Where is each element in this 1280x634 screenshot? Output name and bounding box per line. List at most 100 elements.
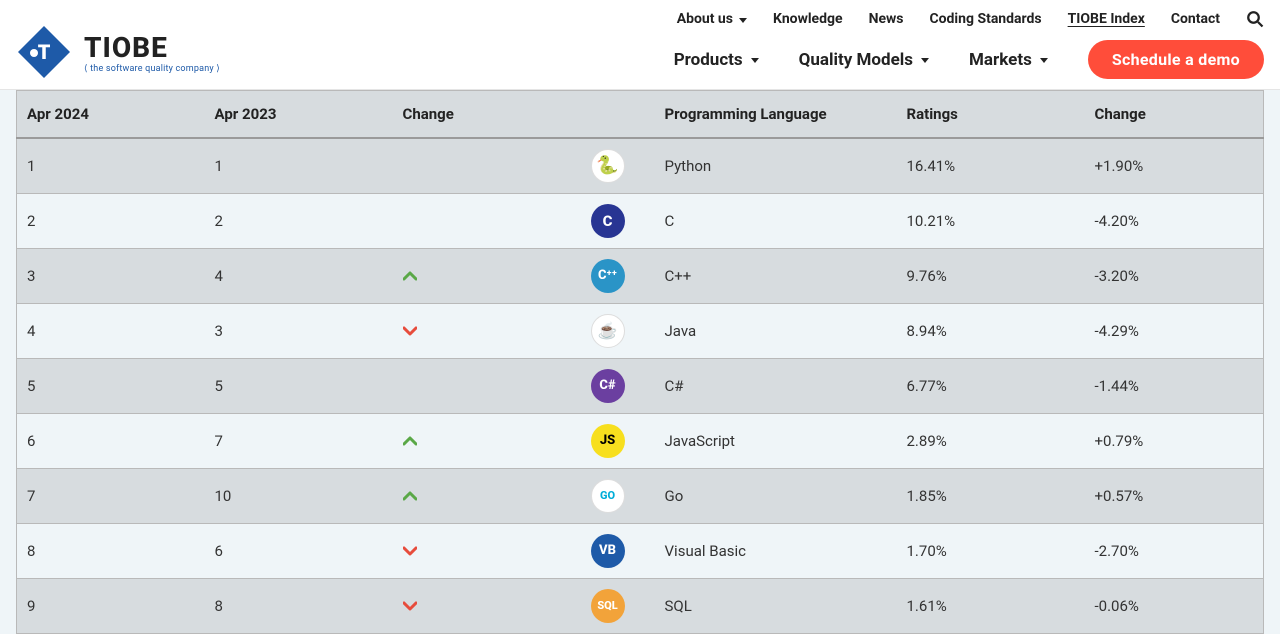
cell-lang-icon: C⁺⁺ [581, 248, 655, 303]
nav-top-link[interactable]: About us [677, 11, 747, 27]
table-row[interactable]: 710GOGo1.85%+0.57% [17, 468, 1264, 523]
brand-tagline: ⟨ the software quality company ⟩ [84, 64, 220, 74]
chevron-down-icon [1040, 58, 1048, 63]
th-change-direction[interactable]: Change [393, 91, 581, 139]
cell-change-direction [393, 468, 581, 523]
svg-text:T: T [38, 40, 51, 64]
table-header-row: Apr 2024 Apr 2023 Change Programming Lan… [17, 91, 1264, 139]
th-apr2023[interactable]: Apr 2023 [205, 91, 393, 139]
cell-change-direction [393, 138, 581, 193]
cell-language-name: Go [655, 468, 897, 523]
nav-link-label: Knowledge [773, 11, 843, 27]
language-logo-icon: ☕ [591, 314, 625, 348]
cell-lang-icon: SQL [581, 578, 655, 633]
cell-apr2024: 9 [17, 578, 205, 633]
language-logo-icon: C [591, 204, 625, 238]
arrow-up-icon [403, 269, 417, 285]
nav-link-label: Coding Standards [929, 11, 1041, 27]
language-logo-icon: C# [591, 369, 625, 403]
cell-ratings: 1.61% [897, 578, 1085, 633]
th-change[interactable]: Change [1085, 91, 1264, 139]
schedule-demo-button[interactable]: Schedule a demo [1088, 40, 1264, 79]
nav-bottom-link[interactable]: Products [674, 50, 759, 70]
cell-language-name: C++ [655, 248, 897, 303]
cell-apr2024: 3 [17, 248, 205, 303]
cell-change-direction [393, 523, 581, 578]
cell-apr2023: 2 [205, 193, 393, 248]
cell-change-pct: -4.29% [1085, 303, 1264, 358]
language-logo-icon: C⁺⁺ [591, 259, 625, 293]
cell-ratings: 1.70% [897, 523, 1085, 578]
arrow-up-icon [403, 434, 417, 450]
cell-change-pct: +0.57% [1085, 468, 1264, 523]
arrow-down-icon [403, 599, 417, 615]
nav-bottom-link[interactable]: Markets [969, 50, 1048, 70]
language-logo-icon: JS [591, 424, 625, 458]
logo-text: TIOBE ⟨ the software quality company ⟩ [84, 31, 220, 74]
cell-lang-icon: VB [581, 523, 655, 578]
cell-apr2024: 2 [17, 193, 205, 248]
cell-apr2023: 1 [205, 138, 393, 193]
cell-language-name: C# [655, 358, 897, 413]
th-ratings[interactable]: Ratings [897, 91, 1085, 139]
cell-apr2023: 4 [205, 248, 393, 303]
tiobe-index-table: Apr 2024 Apr 2023 Change Programming Lan… [16, 90, 1264, 634]
cell-apr2024: 8 [17, 523, 205, 578]
cell-ratings: 10.21% [897, 193, 1085, 248]
language-logo-icon: GO [591, 479, 625, 513]
nav-top-link[interactable]: TIOBE Index [1068, 11, 1145, 27]
cell-apr2024: 7 [17, 468, 205, 523]
table-row[interactable]: 98SQLSQL1.61%-0.06% [17, 578, 1264, 633]
cell-change-direction [393, 358, 581, 413]
th-apr2024[interactable]: Apr 2024 [17, 91, 205, 139]
table-row[interactable]: 11🐍Python16.41%+1.90% [17, 138, 1264, 193]
table-row[interactable]: 55C#C#6.77%-1.44% [17, 358, 1264, 413]
cell-change-direction [393, 193, 581, 248]
nav-link-label: Markets [969, 50, 1032, 70]
nav-top-link[interactable]: Knowledge [773, 11, 843, 27]
nav-link-label: Contact [1171, 11, 1220, 27]
cell-apr2024: 1 [17, 138, 205, 193]
nav-top-link[interactable]: News [869, 11, 904, 27]
language-logo-icon: VB [591, 534, 625, 568]
cell-lang-icon: JS [581, 413, 655, 468]
cell-language-name: Python [655, 138, 897, 193]
cell-lang-icon: ☕ [581, 303, 655, 358]
cell-apr2024: 6 [17, 413, 205, 468]
cell-change-pct: -2.70% [1085, 523, 1264, 578]
cell-apr2023: 8 [205, 578, 393, 633]
cell-language-name: Visual Basic [655, 523, 897, 578]
cell-lang-icon: 🐍 [581, 138, 655, 193]
th-programming-language[interactable]: Programming Language [655, 91, 897, 139]
nav-bottom-link[interactable]: Quality Models [799, 50, 929, 70]
table-row[interactable]: 86 VB Visual Basic1.70%-2.70% [17, 523, 1264, 578]
logo[interactable]: T TIOBE ⟨ the software quality company ⟩ [16, 10, 220, 80]
table-body: 11🐍Python16.41%+1.90%22CC10.21%-4.20%34C… [17, 138, 1264, 633]
cell-change-pct: +1.90% [1085, 138, 1264, 193]
cell-apr2023: 6 [205, 523, 393, 578]
search-icon[interactable] [1246, 10, 1264, 28]
table-row[interactable]: 67JSJavaScript2.89%+0.79% [17, 413, 1264, 468]
nav-link-label: TIOBE Index [1068, 11, 1145, 27]
nav-link-label: Quality Models [799, 50, 913, 70]
arrow-down-icon [403, 324, 417, 340]
cell-lang-icon: C [581, 193, 655, 248]
cell-change-pct: -0.06% [1085, 578, 1264, 633]
nav-top-link[interactable]: Contact [1171, 11, 1220, 27]
table-row[interactable]: 34C⁺⁺C++9.76%-3.20% [17, 248, 1264, 303]
arrow-down-icon [403, 544, 417, 560]
cell-change-pct: -4.20% [1085, 193, 1264, 248]
cell-change-direction [393, 413, 581, 468]
nav-top-link[interactable]: Coding Standards [929, 11, 1041, 27]
cell-change-pct: -1.44% [1085, 358, 1264, 413]
nav-link-label: News [869, 11, 904, 27]
language-logo-icon: 🐍 [591, 149, 625, 183]
table-row[interactable]: 43☕Java8.94%-4.29% [17, 303, 1264, 358]
cell-apr2024: 4 [17, 303, 205, 358]
table-row[interactable]: 22CC10.21%-4.20% [17, 193, 1264, 248]
cell-ratings: 2.89% [897, 413, 1085, 468]
cell-change-direction [393, 248, 581, 303]
cell-ratings: 6.77% [897, 358, 1085, 413]
cell-language-name: SQL [655, 578, 897, 633]
cell-apr2023: 10 [205, 468, 393, 523]
